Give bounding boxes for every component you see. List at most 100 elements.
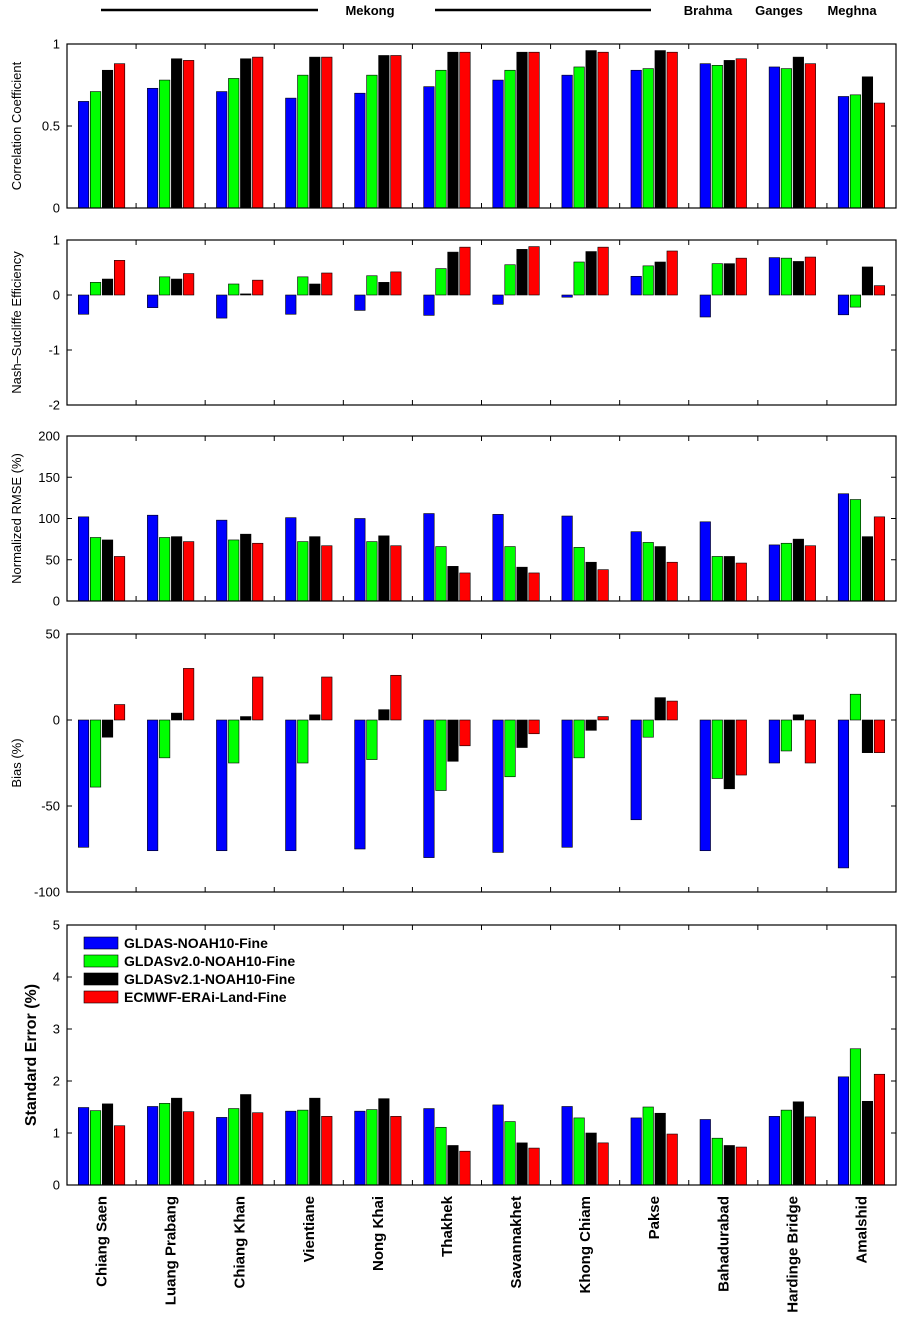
bar-p1-s2-2 <box>240 293 252 296</box>
bar-p3-s8-1 <box>642 719 654 738</box>
bar-p3-s0-3 <box>113 704 126 721</box>
bar-p3-s7-3 <box>597 716 609 721</box>
basin-label-3: Meghna <box>827 3 877 18</box>
bar-p4-s8-0 <box>630 1117 642 1186</box>
bar-p1-s8-2 <box>654 261 666 296</box>
bar-p2-s2-3 <box>252 542 264 602</box>
bar-p2-s7-2 <box>585 561 597 602</box>
bar-p3-s8-2 <box>654 697 666 721</box>
bar-p0-s0-3 <box>113 63 126 209</box>
bar-p3-s11-3 <box>873 719 886 753</box>
bar-p1-s4-2 <box>378 282 390 296</box>
ytick-label-p4-3: 3 <box>53 1022 60 1037</box>
bar-p3-s10-1 <box>780 719 792 752</box>
station-label-9: Bahadurabad <box>715 1196 732 1292</box>
bar-p3-s4-2 <box>378 709 390 721</box>
bar-p1-s9-2 <box>723 263 735 296</box>
bar-p3-s5-2 <box>447 719 459 762</box>
bar-p1-s0-3 <box>113 260 126 296</box>
bar-p0-s11-0 <box>837 96 850 209</box>
station-label-7: Khong Chiam <box>577 1196 594 1294</box>
bar-p0-s1-0 <box>147 87 159 209</box>
legend-label-2: GLDASv2.1-NOAH10-Fine <box>124 971 295 987</box>
bar-p4-s2-2 <box>240 1094 252 1186</box>
bar-p3-s7-0 <box>561 719 573 848</box>
bar-p4-s10-2 <box>792 1101 804 1186</box>
bar-p4-s4-1 <box>366 1109 378 1186</box>
bar-p3-s8-0 <box>630 719 642 821</box>
bar-p1-s10-3 <box>804 256 816 296</box>
bar-p0-s8-3 <box>666 51 678 209</box>
legend-label-0: GLDAS-NOAH10-Fine <box>124 935 268 951</box>
bar-p2-s0-2 <box>101 539 114 602</box>
bar-p3-s4-1 <box>366 719 378 760</box>
bar-p0-s5-2 <box>447 51 459 209</box>
ytick-label-p3-2: 0 <box>53 713 60 728</box>
ylabel-p3: Bias (%) <box>9 738 24 787</box>
ytick-label-p4-4: 4 <box>53 970 60 985</box>
bar-p1-s10-1 <box>780 257 792 296</box>
bar-p2-s8-3 <box>666 561 678 602</box>
basin-label-2: Ganges <box>755 3 803 18</box>
station-label-11: Amalshid <box>853 1196 870 1264</box>
bar-p0-s9-1 <box>711 65 723 209</box>
bar-p1-s11-0 <box>837 294 850 316</box>
bar-p2-s11-2 <box>861 536 874 602</box>
bar-p1-s9-3 <box>735 257 747 296</box>
bar-p2-s3-2 <box>309 536 321 602</box>
bar-p2-s9-0 <box>699 521 711 602</box>
bar-p3-s1-1 <box>159 719 171 759</box>
bar-p0-s1-1 <box>159 79 171 209</box>
legend-label-3: ECMWF-ERAi-Land-Fine <box>124 989 287 1005</box>
ytick-label-p4-1: 1 <box>53 1126 60 1141</box>
bar-p4-s6-3 <box>528 1147 540 1186</box>
bar-p4-s1-1 <box>159 1103 171 1186</box>
bar-p0-s3-1 <box>297 74 309 209</box>
bar-p1-s11-1 <box>849 294 862 308</box>
legend-label-1: GLDASv2.0-NOAH10-Fine <box>124 953 295 969</box>
bar-p1-s7-2 <box>585 251 597 296</box>
bar-p0-s2-0 <box>216 91 228 209</box>
bar-p0-s0-1 <box>89 91 102 209</box>
bar-p4-s6-1 <box>504 1121 516 1186</box>
bar-p4-s2-3 <box>252 1112 264 1186</box>
bar-p3-s11-0 <box>837 719 850 869</box>
station-label-2: Chiang Khan <box>232 1196 249 1289</box>
bar-p4-s5-1 <box>435 1126 447 1186</box>
bar-p4-s3-0 <box>285 1110 297 1186</box>
bar-p0-s10-2 <box>792 56 804 209</box>
bar-p4-s8-2 <box>654 1112 666 1186</box>
bar-p0-s3-3 <box>321 56 333 209</box>
legend-swatch-2 <box>83 972 119 986</box>
bar-p0-s7-0 <box>561 74 573 209</box>
bar-p0-s5-1 <box>435 69 447 209</box>
bar-p3-s2-0 <box>216 719 228 852</box>
bar-p3-s6-1 <box>504 719 516 778</box>
bar-p2-s1-0 <box>147 514 159 602</box>
station-label-1: Luang Prabang <box>163 1196 180 1305</box>
bar-p4-s11-1 <box>849 1048 862 1186</box>
bar-p2-s9-2 <box>723 556 735 602</box>
ytick-label-p4-2: 2 <box>53 1074 60 1089</box>
bar-p2-s10-1 <box>780 542 792 602</box>
bar-p4-s5-2 <box>447 1145 459 1186</box>
bar-p3-s7-2 <box>585 719 597 731</box>
ytick-label-p1-0: -2 <box>48 398 60 413</box>
bar-p2-s5-2 <box>447 566 459 602</box>
bar-p0-s6-3 <box>528 51 540 209</box>
bar-p4-s7-2 <box>585 1132 597 1186</box>
legend-swatch-3 <box>83 990 119 1004</box>
bar-p1-s8-3 <box>666 250 678 296</box>
bar-p0-s10-0 <box>768 66 780 209</box>
bar-p2-s8-0 <box>630 531 642 602</box>
bar-p2-s7-0 <box>561 515 573 602</box>
bar-p0-s2-1 <box>228 78 240 209</box>
bar-p3-s3-1 <box>297 719 309 764</box>
bar-p4-s10-1 <box>780 1109 792 1186</box>
bar-p1-s6-3 <box>528 246 540 296</box>
bar-p0-s6-0 <box>492 79 504 209</box>
bar-p4-s5-3 <box>459 1150 471 1186</box>
bar-p3-s0-2 <box>101 719 114 738</box>
bar-p3-s1-2 <box>171 712 183 721</box>
bar-p4-s10-0 <box>768 1116 780 1186</box>
